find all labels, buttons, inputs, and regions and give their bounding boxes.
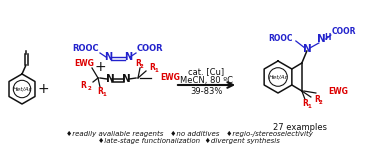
Text: R: R: [80, 80, 86, 89]
Text: R: R: [97, 87, 103, 97]
Text: N: N: [318, 35, 326, 45]
Text: cat. [Cu]: cat. [Cu]: [189, 68, 225, 77]
Text: 39-83%: 39-83%: [190, 87, 223, 97]
Text: +: +: [94, 60, 106, 74]
Text: COOR: COOR: [332, 28, 356, 37]
Text: R: R: [149, 62, 155, 71]
Text: N: N: [304, 44, 312, 54]
Text: 1: 1: [307, 105, 311, 109]
Text: H: H: [325, 32, 331, 41]
Text: ROOC: ROOC: [73, 44, 99, 53]
Text: ROOC: ROOC: [269, 34, 293, 43]
Text: Het/Ar: Het/Ar: [268, 75, 288, 79]
Text: ♦late-stage functionalization  ♦divergent synthesis: ♦late-stage functionalization ♦divergent…: [98, 138, 280, 144]
Text: R: R: [314, 96, 320, 105]
Text: Het/Ar: Het/Ar: [12, 87, 32, 91]
Text: EWG: EWG: [328, 87, 348, 97]
Text: EWG: EWG: [74, 58, 94, 68]
Text: 27 examples: 27 examples: [273, 124, 327, 133]
Text: COOR: COOR: [137, 44, 163, 53]
Text: N: N: [104, 51, 112, 61]
Text: R: R: [302, 99, 308, 108]
Text: 1: 1: [154, 68, 158, 72]
Text: R: R: [135, 58, 141, 68]
Text: ♦readily avaliable reagents   ♦no additives   ♦regio-/stereoselectivity: ♦readily avaliable reagents ♦no additive…: [65, 131, 313, 137]
Text: N: N: [124, 51, 132, 61]
Text: EWG: EWG: [160, 72, 180, 81]
Text: +: +: [37, 82, 49, 96]
Text: 2: 2: [88, 86, 92, 90]
Text: N: N: [105, 74, 115, 84]
Text: 1: 1: [102, 93, 106, 97]
Text: MeCN, 80 ºC: MeCN, 80 ºC: [180, 76, 233, 85]
Text: N: N: [122, 74, 130, 84]
Text: 2: 2: [140, 64, 144, 68]
Text: 2: 2: [319, 100, 323, 106]
